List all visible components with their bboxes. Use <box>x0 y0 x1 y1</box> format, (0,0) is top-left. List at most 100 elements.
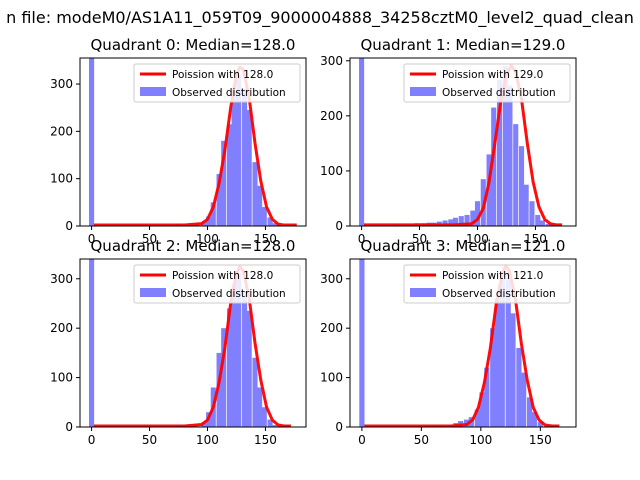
histogram-bar <box>272 425 278 427</box>
legend-bar-swatch <box>410 288 436 297</box>
histogram-bar <box>216 173 222 226</box>
histogram-bar <box>479 392 485 427</box>
x-tick-label: 50 <box>414 433 429 447</box>
y-tick-label: 300 <box>320 272 343 286</box>
histogram-bar <box>470 210 476 226</box>
x-tick-label: 50 <box>142 433 157 447</box>
histogram-bar <box>521 372 527 427</box>
histogram-bar <box>535 214 541 226</box>
legend-box <box>403 264 571 304</box>
histogram-bar <box>510 313 516 427</box>
histogram-bar <box>502 66 508 226</box>
histogram-bar <box>523 184 529 226</box>
legend-bar-swatch <box>140 288 166 297</box>
axes-frame <box>349 258 577 428</box>
legend-label-observed: Observed distribution <box>442 87 556 99</box>
histogram-bar <box>216 352 222 427</box>
histogram-bar <box>464 214 470 226</box>
histogram-bar <box>246 110 252 226</box>
y-tick-label: 0 <box>335 420 343 434</box>
axes-frame <box>79 57 307 227</box>
histogram-bar <box>242 291 248 427</box>
histogram-bar <box>252 162 258 226</box>
histogram-bar <box>518 146 525 226</box>
histogram-bar <box>236 273 242 427</box>
y-tick-label: 0 <box>65 420 73 434</box>
histogram-bar <box>494 298 501 427</box>
x-tick-label: 100 <box>196 433 219 447</box>
legend-label-observed: Observed distribution <box>172 288 286 300</box>
histogram-bar <box>226 124 233 226</box>
legend-label-poisson: Poission with 128.0 <box>172 270 273 282</box>
histogram-bar <box>526 397 533 427</box>
histogram-bar <box>484 367 490 427</box>
histogram-bar <box>272 223 278 226</box>
x-tick-label: 100 <box>469 433 492 447</box>
legend-label-poisson: Poission with 121.0 <box>442 270 543 282</box>
histogram-bar <box>531 412 537 427</box>
histogram-bar <box>267 217 273 226</box>
subplot-title: Quadrant 1: Median=129.0 <box>361 36 566 54</box>
y-tick-label: 300 <box>50 272 73 286</box>
x-tick-label: 0 <box>88 232 96 246</box>
x-tick-label: 0 <box>88 433 96 447</box>
histogram-bar <box>221 328 227 427</box>
histogram-bar <box>267 419 273 427</box>
histogram-bar <box>242 88 248 226</box>
legend-box <box>133 264 301 304</box>
histogram-bar <box>246 310 252 427</box>
histogram-bar <box>221 140 227 226</box>
subplot-quadrant-0: 0 50 100 150 0 100 200 300 Poission with 128.0 Ob… <box>50 36 307 246</box>
x-tick-label: 50 <box>412 232 427 246</box>
legend-label-poisson: Poission with 128.0 <box>172 69 273 81</box>
histogram-bar <box>201 222 207 226</box>
subplot-grid: 0 50 100 150 0 100 200 300 Poission with 128.0 Ob… <box>50 36 577 447</box>
axes-frame <box>79 258 307 428</box>
histogram-bar <box>252 357 258 427</box>
x-tick-label: 150 <box>254 232 277 246</box>
histogram-bar <box>486 154 492 226</box>
subplot-title: Quadrant 2: Median=128.0 <box>91 237 296 255</box>
histogram-bar <box>261 407 267 427</box>
legend-box <box>133 63 301 103</box>
subplot-quadrant-2: 0 50 100 150 0 100 200 300 Poission with 128.0 Ob… <box>50 237 307 447</box>
histogram-bar <box>516 347 522 427</box>
subplot-quadrant-3: 0 50 100 150 0 100 200 300 Poission with 121.0 Ob… <box>320 237 577 447</box>
legend-label-observed: Observed distribution <box>172 87 286 99</box>
histogram-bar <box>89 259 95 427</box>
histogram-bar <box>448 219 454 226</box>
histogram-bar <box>507 85 513 226</box>
y-tick-label: 0 <box>65 219 73 233</box>
legend-label-observed: Observed distribution <box>442 288 556 300</box>
histogram-bar <box>513 124 519 226</box>
legend-box <box>403 63 571 103</box>
histogram-bar <box>490 328 496 427</box>
x-tick-label: 150 <box>254 433 277 447</box>
histogram-bar <box>231 283 237 427</box>
legend-bar-swatch <box>410 87 436 96</box>
y-tick-label: 0 <box>335 219 343 233</box>
y-tick-label: 100 <box>50 371 73 385</box>
y-tick-label: 200 <box>320 321 343 335</box>
histogram-bar <box>491 107 497 226</box>
histogram-bar <box>206 216 212 226</box>
histogram-bar <box>359 259 365 427</box>
subplot-title: Quadrant 3: Median=121.0 <box>361 237 566 255</box>
y-tick-label: 200 <box>50 321 73 335</box>
histogram-bar <box>474 201 481 226</box>
y-tick-label: 200 <box>320 109 343 123</box>
histogram-bar <box>452 217 459 226</box>
subplot-title: Quadrant 0: Median=128.0 <box>91 36 296 54</box>
figure-suptitle: n file: modeM0/AS1A11_059T09_9000004888_… <box>6 8 634 28</box>
histogram-bar <box>545 223 551 226</box>
axes-frame <box>349 57 577 227</box>
y-tick-label: 100 <box>50 172 73 186</box>
histogram-bar <box>496 80 503 226</box>
x-tick-label: 150 <box>529 433 552 447</box>
histogram-bar <box>89 58 95 226</box>
x-tick-label: 100 <box>466 232 489 246</box>
histogram-bar <box>210 202 216 226</box>
histogram-bar <box>442 220 448 226</box>
y-tick-label: 200 <box>50 124 73 138</box>
